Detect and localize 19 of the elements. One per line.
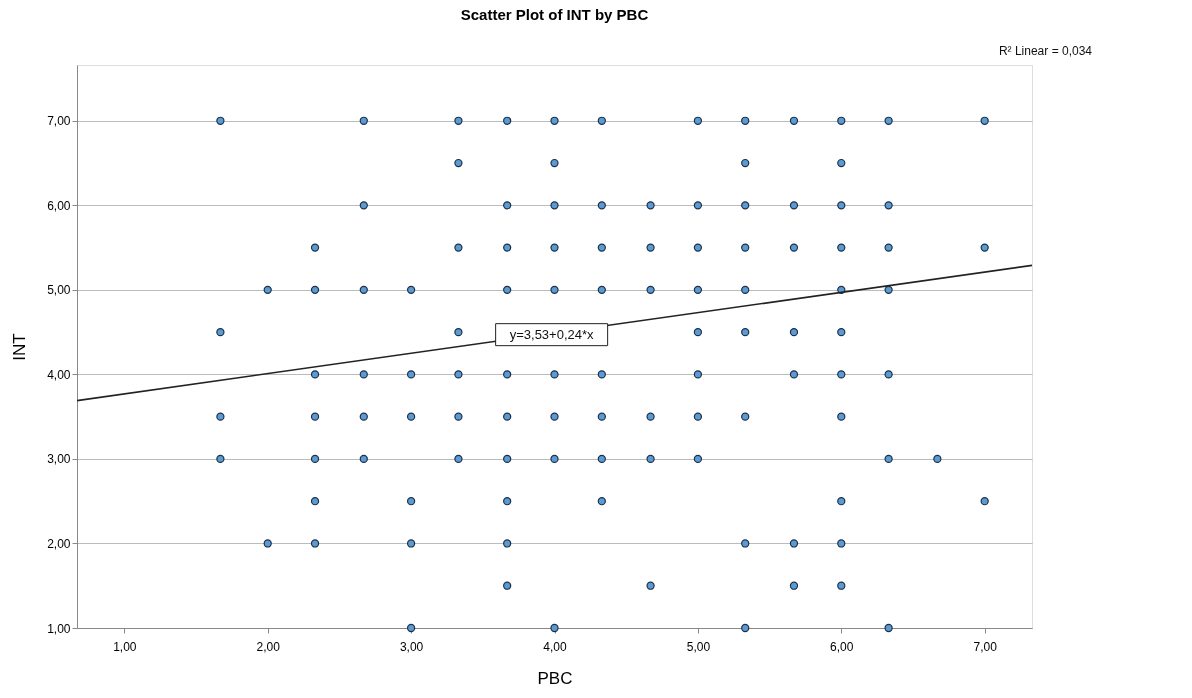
text: R² Linear = 0,034 bbox=[998, 44, 1093, 58]
y-tick-label: 2,00 bbox=[47, 536, 71, 551]
annotation: y=3,53+0,24*x bbox=[509, 326, 595, 342]
x-tick-label: 7,00 bbox=[973, 639, 998, 654]
y-tick-label: 7,00 bbox=[47, 114, 71, 129]
y-tick-label: 5,00 bbox=[47, 283, 71, 298]
y-tick-label: 6,00 bbox=[47, 198, 71, 213]
y-tick-label: 1,00 bbox=[47, 621, 71, 636]
x-tick-label: 3,00 bbox=[399, 639, 424, 654]
x-tick-label: 2,00 bbox=[256, 639, 281, 654]
x-tick-label: 1,00 bbox=[113, 639, 137, 654]
chart-title: Scatter Plot of INT by PBC bbox=[460, 6, 649, 23]
y-tick-label: 4,00 bbox=[47, 367, 71, 382]
x-tick-label: 6,00 bbox=[830, 639, 854, 654]
x-tick-label: 5,00 bbox=[686, 639, 711, 654]
y-tick-label: 3,00 bbox=[47, 452, 71, 467]
y-axis-title: INT bbox=[10, 333, 30, 361]
x-axis-title: PBC bbox=[537, 668, 573, 688]
x-tick-label: 4,00 bbox=[543, 639, 567, 654]
